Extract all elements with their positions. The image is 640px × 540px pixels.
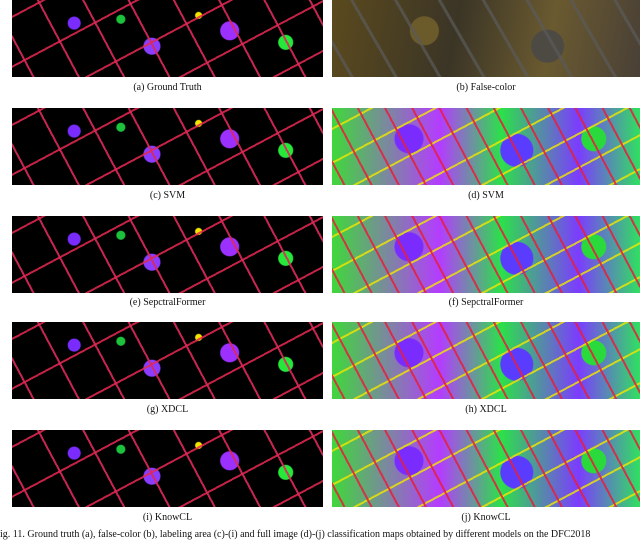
panel-image bbox=[12, 322, 323, 399]
panel-caption: (a) Ground Truth bbox=[133, 82, 202, 93]
panel-image bbox=[12, 216, 323, 293]
panel-caption: (j) KnowCL bbox=[461, 512, 511, 523]
panel-image bbox=[332, 430, 640, 507]
panel-caption: (i) KnowCL bbox=[142, 512, 193, 523]
panel-caption: (f) SepctralFormer bbox=[448, 297, 524, 308]
panel-caption: (h) XDCL bbox=[465, 404, 507, 415]
panel-caption: (b) False-color bbox=[456, 82, 516, 93]
panel-caption: (c) SVM bbox=[149, 190, 186, 201]
panel-image bbox=[332, 322, 640, 399]
panel-image bbox=[332, 108, 640, 185]
panel-image bbox=[12, 0, 323, 77]
panel-image bbox=[332, 216, 640, 293]
panel-image bbox=[332, 0, 640, 77]
panel-image bbox=[12, 108, 323, 185]
panel-caption: (g) XDCL bbox=[146, 404, 189, 415]
panel-image bbox=[12, 430, 323, 507]
figure-caption: ig. 11. Ground truth (a), false-color (b… bbox=[0, 529, 591, 540]
panel-caption: (e) SepctralFormer bbox=[129, 297, 206, 308]
panel-caption: (d) SVM bbox=[468, 190, 504, 201]
